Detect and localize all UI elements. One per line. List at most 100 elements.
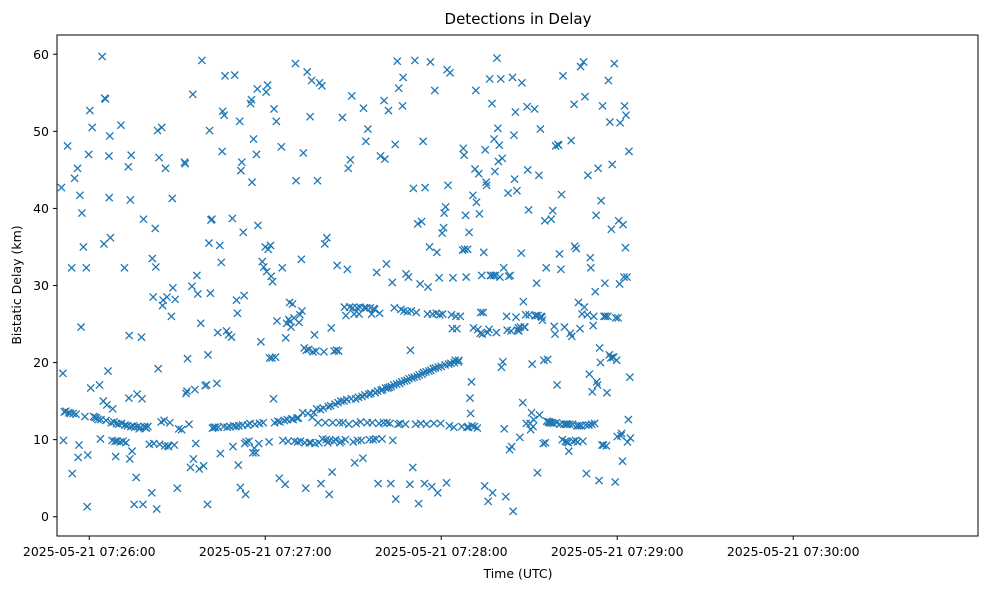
data-point: [149, 293, 158, 302]
data-point: [414, 499, 423, 508]
data-point: [125, 331, 134, 340]
data-point: [538, 316, 547, 325]
data-point: [63, 141, 72, 151]
data-point: [427, 482, 436, 491]
data-point: [582, 469, 591, 478]
x-tick-label: 2025-05-21 07:28:00: [375, 544, 508, 559]
data-point: [322, 233, 331, 242]
data-point: [599, 312, 609, 321]
data-point: [319, 347, 328, 356]
data-point: [324, 402, 333, 411]
data-point: [385, 383, 394, 392]
data-point: [541, 438, 550, 447]
data-point: [617, 429, 626, 438]
data-point: [184, 420, 194, 429]
data-point: [319, 403, 328, 413]
data-point: [284, 437, 293, 446]
data-point: [228, 442, 238, 451]
data-point: [326, 401, 335, 410]
x-tick-label: 2025-05-21 07:27:00: [199, 544, 332, 559]
data-point: [509, 131, 519, 140]
y-tick-label: 10: [33, 432, 49, 447]
data-point: [424, 366, 433, 376]
data-point: [499, 263, 508, 272]
data-point: [111, 452, 120, 461]
data-point: [553, 380, 562, 389]
data-point: [410, 56, 419, 65]
data-point: [302, 346, 311, 355]
data-point: [376, 151, 385, 161]
data-point: [489, 271, 498, 280]
data-point: [227, 333, 236, 342]
data-point: [275, 417, 284, 426]
y-tick-label: 0: [41, 509, 49, 524]
data-point: [336, 397, 345, 406]
data-point: [482, 178, 491, 187]
data-point: [421, 367, 431, 376]
data-point: [445, 421, 454, 430]
data-point: [68, 469, 77, 478]
data-point: [601, 312, 610, 321]
data-point: [204, 239, 213, 248]
data-point: [235, 117, 244, 126]
data-point: [626, 434, 635, 443]
data-point: [621, 243, 630, 252]
data-point: [432, 248, 441, 257]
data-point: [126, 195, 135, 205]
data-point: [236, 166, 245, 175]
data-point: [388, 278, 397, 287]
data-point: [425, 242, 434, 252]
data-point: [600, 279, 609, 288]
data-point: [473, 424, 482, 433]
data-point: [114, 420, 123, 429]
data-point: [501, 492, 510, 501]
data-point: [583, 310, 592, 319]
data-point: [188, 90, 197, 99]
data-point: [101, 94, 110, 104]
data-point: [328, 418, 337, 427]
data-point: [296, 437, 305, 446]
data-point: [447, 310, 456, 319]
data-point: [608, 160, 617, 169]
data-point: [313, 418, 323, 427]
data-point: [599, 440, 608, 450]
data-point: [211, 423, 220, 432]
data-point: [521, 310, 530, 319]
data-point: [157, 123, 166, 132]
data-point: [583, 171, 592, 180]
data-point: [622, 272, 631, 282]
data-point: [492, 328, 501, 337]
data-point: [167, 312, 176, 321]
data-point: [297, 306, 306, 315]
y-tick-label: 30: [33, 278, 49, 293]
data-point: [440, 208, 449, 218]
data-point: [335, 418, 344, 427]
data-point: [72, 410, 81, 419]
y-tick-label: 20: [33, 355, 49, 370]
data-point: [506, 271, 515, 280]
data-point: [215, 241, 224, 250]
data-point: [519, 297, 528, 306]
data-point: [511, 108, 520, 117]
x-axis-title: Time (UTC): [482, 566, 552, 581]
data-point: [597, 196, 606, 205]
data-point: [106, 233, 115, 242]
data-point: [567, 136, 576, 145]
data-point: [520, 323, 529, 332]
data-point: [506, 326, 516, 336]
data-point: [372, 434, 381, 443]
data-point: [259, 262, 268, 272]
data-point: [352, 303, 362, 312]
data-point: [269, 104, 279, 114]
data-point: [397, 377, 406, 386]
data-point: [375, 309, 384, 318]
data-point: [462, 423, 472, 432]
data-point: [467, 421, 477, 430]
data-point: [407, 306, 416, 315]
data-point: [454, 357, 463, 366]
data-point: [130, 500, 139, 509]
data-point: [512, 186, 521, 195]
data-point: [575, 421, 584, 430]
data-point: [616, 118, 625, 127]
